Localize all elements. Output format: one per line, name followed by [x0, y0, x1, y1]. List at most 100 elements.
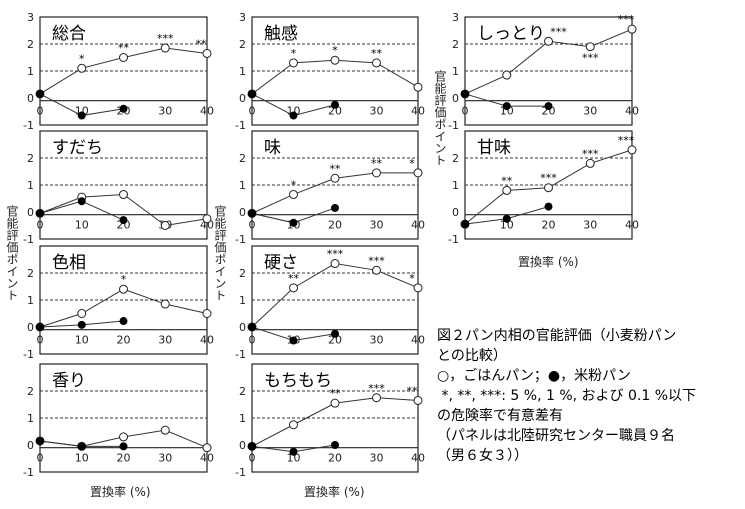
x-tick-label: 30: [158, 334, 172, 347]
significance-label: **: [407, 384, 419, 397]
point-komeko-pan: [289, 447, 298, 456]
series-line-gohan-pan: [251, 59, 419, 95]
y-tick-label: -1: [235, 119, 246, 132]
y-tick-label: 0: [239, 321, 246, 334]
x-tick-label: 0: [249, 452, 256, 465]
y-tick-label: 1: [239, 65, 246, 78]
y-tick-label: 2: [27, 38, 34, 51]
point-gohan-pan: [413, 168, 423, 178]
point-komeko-pan: [289, 218, 298, 227]
point-gohan-pan: [413, 283, 423, 293]
point-gohan-pan: [202, 443, 212, 453]
y-tick-label: 0: [27, 439, 34, 452]
y-tick-label: -1: [448, 119, 459, 132]
x-tick-label: 10: [287, 452, 301, 465]
significance-label: **: [288, 272, 300, 285]
point-gohan-pan: [289, 189, 298, 199]
significance-label: **: [196, 37, 208, 50]
y-tick-label: 0: [452, 92, 459, 105]
point-komeko-pan: [36, 323, 44, 331]
y-tick-label: 1: [239, 179, 246, 192]
panel-title: もちもち: [264, 371, 332, 391]
x-tick-label: 40: [200, 219, 214, 232]
x-axis-label-middle: 置換率 (%): [304, 485, 365, 499]
x-tick-label: 20: [328, 105, 342, 118]
significance-label: ***: [550, 25, 567, 38]
point-gohan-pan: [160, 425, 170, 435]
point-gohan-pan: [372, 168, 381, 178]
point-gohan-pan: [77, 63, 87, 73]
point-gohan-pan: [289, 283, 298, 293]
caption-line: の危険率で有意差有: [437, 408, 563, 424]
panel-title: 触感: [264, 24, 298, 44]
significance-label: ***: [327, 248, 344, 261]
y-tick-label: 1: [452, 65, 459, 78]
point-gohan-pan: [372, 265, 381, 275]
y-tick-label: -1: [448, 233, 459, 246]
x-tick-label: 0: [37, 334, 44, 347]
x-tick-label: 40: [200, 452, 214, 465]
point-komeko-pan: [289, 111, 298, 120]
y-axis-label-middle: 官能評価ポイント: [213, 205, 227, 301]
y-tick-label: 3: [452, 11, 459, 24]
point-komeko-pan: [248, 442, 256, 451]
x-tick-label: 40: [625, 219, 639, 232]
x-tick-label: 0: [249, 105, 256, 118]
point-gohan-pan: [202, 309, 212, 318]
x-tick-label: 20: [117, 452, 131, 465]
point-komeko-pan: [461, 89, 469, 98]
point-gohan-pan: [502, 70, 512, 80]
y-tick-label: -1: [23, 233, 34, 246]
significance-label: ***: [618, 13, 635, 26]
point-komeko-pan: [77, 320, 86, 329]
x-tick-label: 20: [328, 452, 342, 465]
point-komeko-pan: [119, 104, 128, 113]
caption-line: との比較）: [437, 348, 507, 364]
point-gohan-pan: [119, 189, 128, 199]
x-tick-label: 40: [411, 452, 425, 465]
y-tick-label: -1: [23, 119, 34, 132]
point-komeko-pan: [331, 441, 339, 449]
significance-label: *: [409, 272, 415, 285]
x-tick-label: 0: [249, 334, 256, 347]
point-komeko-pan: [248, 89, 256, 98]
point-gohan-pan: [502, 185, 512, 195]
panel-title: 味: [264, 138, 281, 158]
x-tick-label: 30: [583, 105, 597, 118]
y-tick-label: 0: [27, 321, 34, 334]
y-tick-label: 0: [27, 92, 34, 105]
y-tick-label: 2: [452, 152, 459, 165]
x-tick-label: 10: [75, 334, 89, 347]
point-komeko-pan: [119, 216, 128, 225]
x-tick-label: 40: [200, 334, 214, 347]
y-tick-label: 0: [239, 206, 246, 219]
point-komeko-pan: [331, 100, 339, 109]
point-gohan-pan: [119, 432, 128, 442]
y-tick-label: -1: [23, 466, 34, 479]
point-gohan-pan: [77, 309, 87, 318]
x-tick-label: 0: [37, 105, 44, 118]
point-gohan-pan: [372, 58, 381, 68]
y-tick-label: 0: [452, 206, 459, 219]
point-gohan-pan: [627, 145, 637, 155]
x-tick-label: 20: [542, 219, 556, 232]
panel-title: 色相: [52, 253, 86, 273]
caption-line: *, **, ***: 5 %, 1 %, および 0.1 %以下: [437, 388, 697, 404]
y-tick-label: 0: [239, 92, 246, 105]
point-komeko-pan: [77, 197, 86, 206]
y-tick-label: 1: [27, 65, 34, 78]
x-tick-label: 40: [625, 105, 639, 118]
y-tick-label: -1: [235, 348, 246, 361]
significance-label: *: [291, 178, 297, 191]
significance-label: ***: [540, 172, 557, 185]
y-tick-label: 1: [452, 179, 459, 192]
point-gohan-pan: [202, 48, 212, 58]
y-tick-label: -1: [235, 233, 246, 246]
point-gohan-pan: [372, 393, 381, 403]
point-gohan-pan: [585, 42, 595, 52]
panel-title: 硬さ: [264, 253, 298, 273]
point-gohan-pan: [627, 24, 637, 34]
x-tick-label: 40: [200, 105, 214, 118]
y-tick-label: 0: [239, 439, 246, 452]
x-tick-label: 20: [328, 334, 342, 347]
